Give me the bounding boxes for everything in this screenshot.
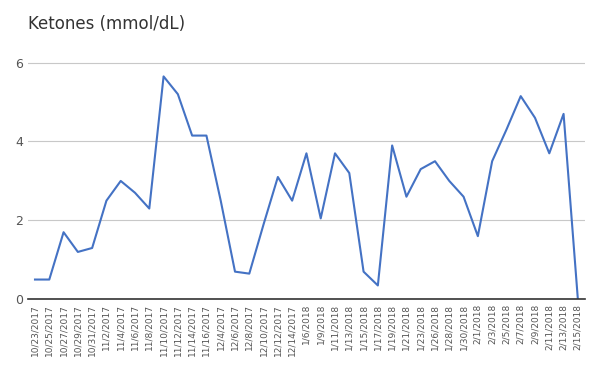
Text: Ketones (mmol/dL): Ketones (mmol/dL) <box>28 15 185 33</box>
